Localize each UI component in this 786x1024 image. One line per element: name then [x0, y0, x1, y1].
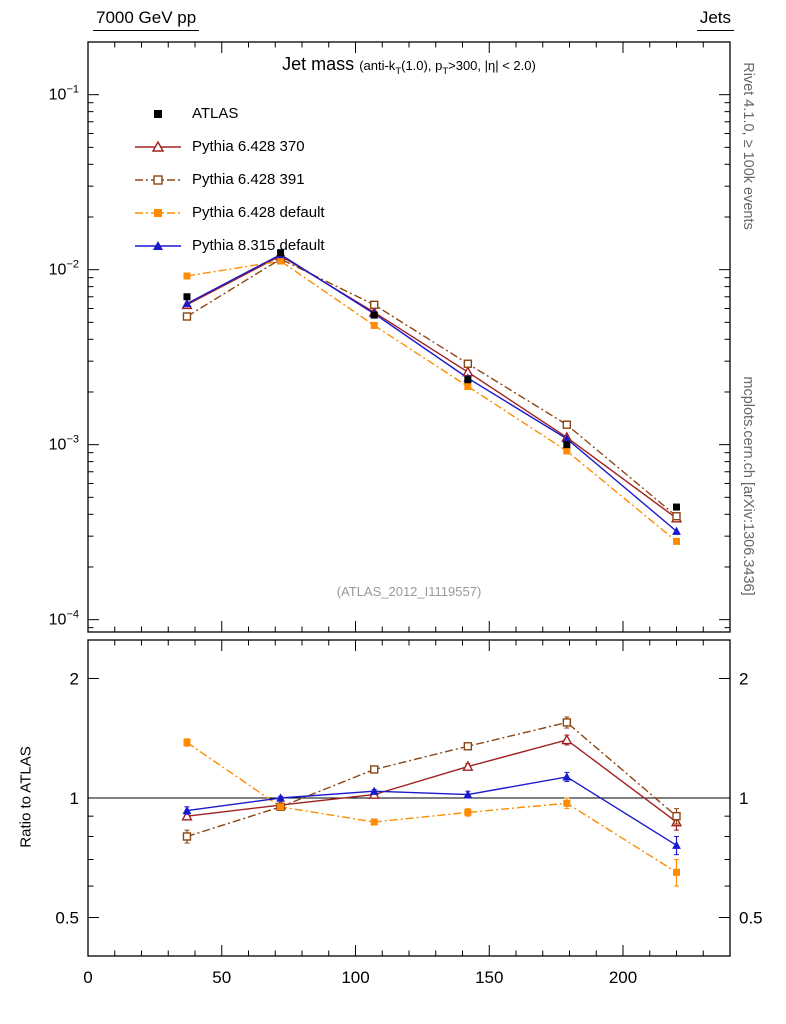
process-header: Jets: [696, 7, 734, 32]
legend-label: Pythia 6.428 default: [192, 204, 325, 221]
ratio-axis-title: Ratio to ATLAS: [17, 746, 35, 848]
ratio-tick-label: 0.5: [739, 909, 763, 928]
title-text: (anti-k: [359, 58, 396, 73]
ratio-tick-label: 0.5: [55, 909, 79, 928]
legend-item: Pythia 6.428 391: [133, 163, 325, 196]
legend: ATLAS Pythia 6.428 370 Pythia 6.428 391 Pyt…: [133, 97, 325, 262]
title-text: >300, |η| < 2.0): [448, 58, 536, 73]
ratio-tick-label: 1: [739, 789, 748, 808]
axes: [87, 41, 731, 957]
square-open-icon: [135, 174, 181, 185]
ratio-series: [181, 716, 683, 887]
main-series: [181, 249, 683, 545]
plot-title-main: Jet mass: [282, 54, 355, 74]
legend-item: Pythia 6.428 default: [133, 196, 325, 229]
triangle-open-icon: [135, 140, 181, 152]
legend-item: ATLAS: [133, 97, 325, 130]
triangle-filled-icon: [135, 240, 181, 250]
square-filled-icon: [135, 208, 181, 217]
legend-item: Pythia 6.428 370: [133, 130, 325, 163]
legend-item: Pythia 8.315 default: [133, 229, 325, 262]
title-text: (1.0), p: [401, 58, 443, 73]
square-filled-icon: [154, 109, 162, 118]
tick-labels: 10−1 10−2 10−3 10−4 0.5 0.5 1 1 2 2 0 50 100 150 200: [49, 84, 763, 987]
x-tick-label: 50: [212, 968, 231, 987]
ratio-tick-label: 1: [70, 789, 79, 808]
title-subscript: T: [442, 66, 449, 77]
legend-label: Pythia 8.315 default: [192, 237, 325, 254]
plot-title: Jet mass (anti-kT(1.0), pT>300, |η| < 2.0…: [282, 54, 536, 77]
x-tick-label: 150: [475, 968, 503, 987]
x-tick-label: 100: [341, 968, 369, 987]
y-tick-label: 10−2: [49, 259, 79, 279]
x-tick-label: 200: [609, 968, 637, 987]
y-tick-label: 10−1: [49, 84, 79, 104]
plot-title-condition: (anti-kT(1.0), pT>300, |η| < 2.0): [359, 58, 536, 77]
ratio-tick-label: 2: [70, 669, 79, 688]
legend-label: ATLAS: [192, 105, 239, 122]
rivet-version-note: Rivet 4.1.0, ≥ 100k events: [740, 62, 756, 230]
legend-label: Pythia 6.428 370: [192, 138, 305, 155]
y-tick-label: 10−4: [49, 609, 79, 629]
mcplots-arxiv-note: mcplots.cern.ch [arXiv:1306.3436]: [740, 376, 756, 596]
ratio-tick-label: 2: [739, 669, 748, 688]
y-tick-label: 10−3: [49, 434, 79, 454]
beam-header: 7000 GeV pp: [93, 7, 200, 32]
analysis-watermark: (ATLAS_2012_I1119557): [336, 584, 482, 599]
legend-label: Pythia 6.428 391: [192, 171, 305, 188]
x-tick-label: 0: [83, 968, 92, 987]
title-subscript: T: [395, 66, 402, 77]
